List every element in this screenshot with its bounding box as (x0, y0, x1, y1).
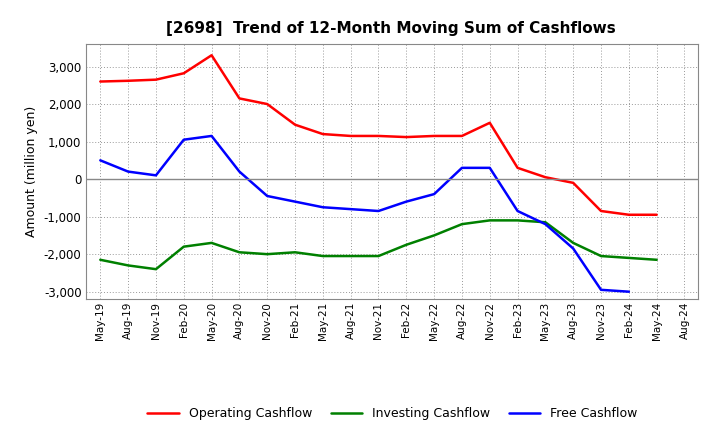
Operating Cashflow (569, 180, 577, 186)
Y-axis label: Amount (million yen): Amount (million yen) (25, 106, 38, 237)
Free Cashflow (235, 169, 243, 174)
Operating Cashflow (96, 79, 104, 84)
Investing Cashflow (652, 257, 661, 262)
Investing Cashflow (263, 252, 271, 257)
Operating Cashflow (346, 133, 355, 139)
Operating Cashflow (235, 96, 243, 101)
Investing Cashflow (513, 218, 522, 223)
Free Cashflow (569, 246, 577, 251)
Free Cashflow (263, 193, 271, 198)
Free Cashflow (430, 191, 438, 197)
Operating Cashflow (430, 133, 438, 139)
Investing Cashflow (541, 220, 550, 225)
Operating Cashflow (291, 122, 300, 127)
Investing Cashflow (291, 249, 300, 255)
Investing Cashflow (597, 253, 606, 259)
Investing Cashflow (458, 221, 467, 227)
Operating Cashflow (652, 212, 661, 217)
Investing Cashflow (569, 240, 577, 246)
Investing Cashflow (374, 253, 383, 259)
Line: Investing Cashflow: Investing Cashflow (100, 220, 657, 269)
Operating Cashflow (597, 209, 606, 214)
Operating Cashflow (541, 175, 550, 180)
Free Cashflow (179, 137, 188, 143)
Investing Cashflow (624, 255, 633, 260)
Investing Cashflow (318, 253, 327, 259)
Operating Cashflow (207, 53, 216, 58)
Free Cashflow (152, 173, 161, 178)
Investing Cashflow (402, 242, 410, 247)
Free Cashflow (485, 165, 494, 170)
Operating Cashflow (402, 135, 410, 140)
Investing Cashflow (346, 253, 355, 259)
Operating Cashflow (179, 71, 188, 76)
Free Cashflow (96, 158, 104, 163)
Line: Free Cashflow: Free Cashflow (100, 136, 629, 292)
Free Cashflow (402, 199, 410, 204)
Investing Cashflow (430, 233, 438, 238)
Investing Cashflow (179, 244, 188, 249)
Investing Cashflow (152, 267, 161, 272)
Operating Cashflow (624, 212, 633, 217)
Operating Cashflow (458, 133, 467, 139)
Operating Cashflow (124, 78, 132, 84)
Investing Cashflow (485, 218, 494, 223)
Free Cashflow (318, 205, 327, 210)
Free Cashflow (346, 206, 355, 212)
Free Cashflow (624, 289, 633, 294)
Operating Cashflow (485, 120, 494, 125)
Operating Cashflow (374, 133, 383, 139)
Free Cashflow (513, 209, 522, 214)
Investing Cashflow (207, 240, 216, 246)
Operating Cashflow (152, 77, 161, 82)
Text: [2698]  Trend of 12-Month Moving Sum of Cashflows: [2698] Trend of 12-Month Moving Sum of C… (166, 21, 616, 36)
Investing Cashflow (124, 263, 132, 268)
Operating Cashflow (513, 165, 522, 170)
Free Cashflow (541, 221, 550, 227)
Free Cashflow (597, 287, 606, 293)
Free Cashflow (291, 199, 300, 204)
Investing Cashflow (235, 249, 243, 255)
Operating Cashflow (318, 132, 327, 137)
Free Cashflow (374, 209, 383, 214)
Free Cashflow (458, 165, 467, 170)
Legend: Operating Cashflow, Investing Cashflow, Free Cashflow: Operating Cashflow, Investing Cashflow, … (143, 403, 642, 425)
Free Cashflow (207, 133, 216, 139)
Operating Cashflow (263, 101, 271, 106)
Free Cashflow (124, 169, 132, 174)
Investing Cashflow (96, 257, 104, 262)
Line: Operating Cashflow: Operating Cashflow (100, 55, 657, 215)
